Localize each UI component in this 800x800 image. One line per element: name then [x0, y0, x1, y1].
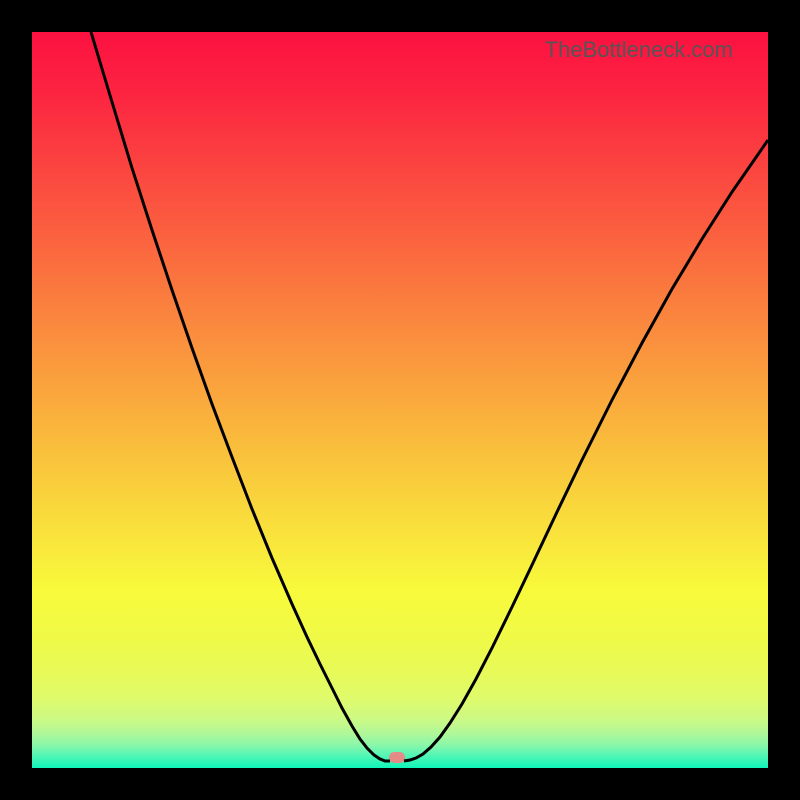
plot-area [32, 32, 768, 768]
curve-left-branch [91, 32, 390, 761]
chart-frame: TheBottleneck.com [0, 0, 800, 800]
watermark-text: TheBottleneck.com [545, 37, 733, 63]
bottleneck-curve [32, 32, 768, 768]
curve-right-branch [404, 140, 768, 761]
